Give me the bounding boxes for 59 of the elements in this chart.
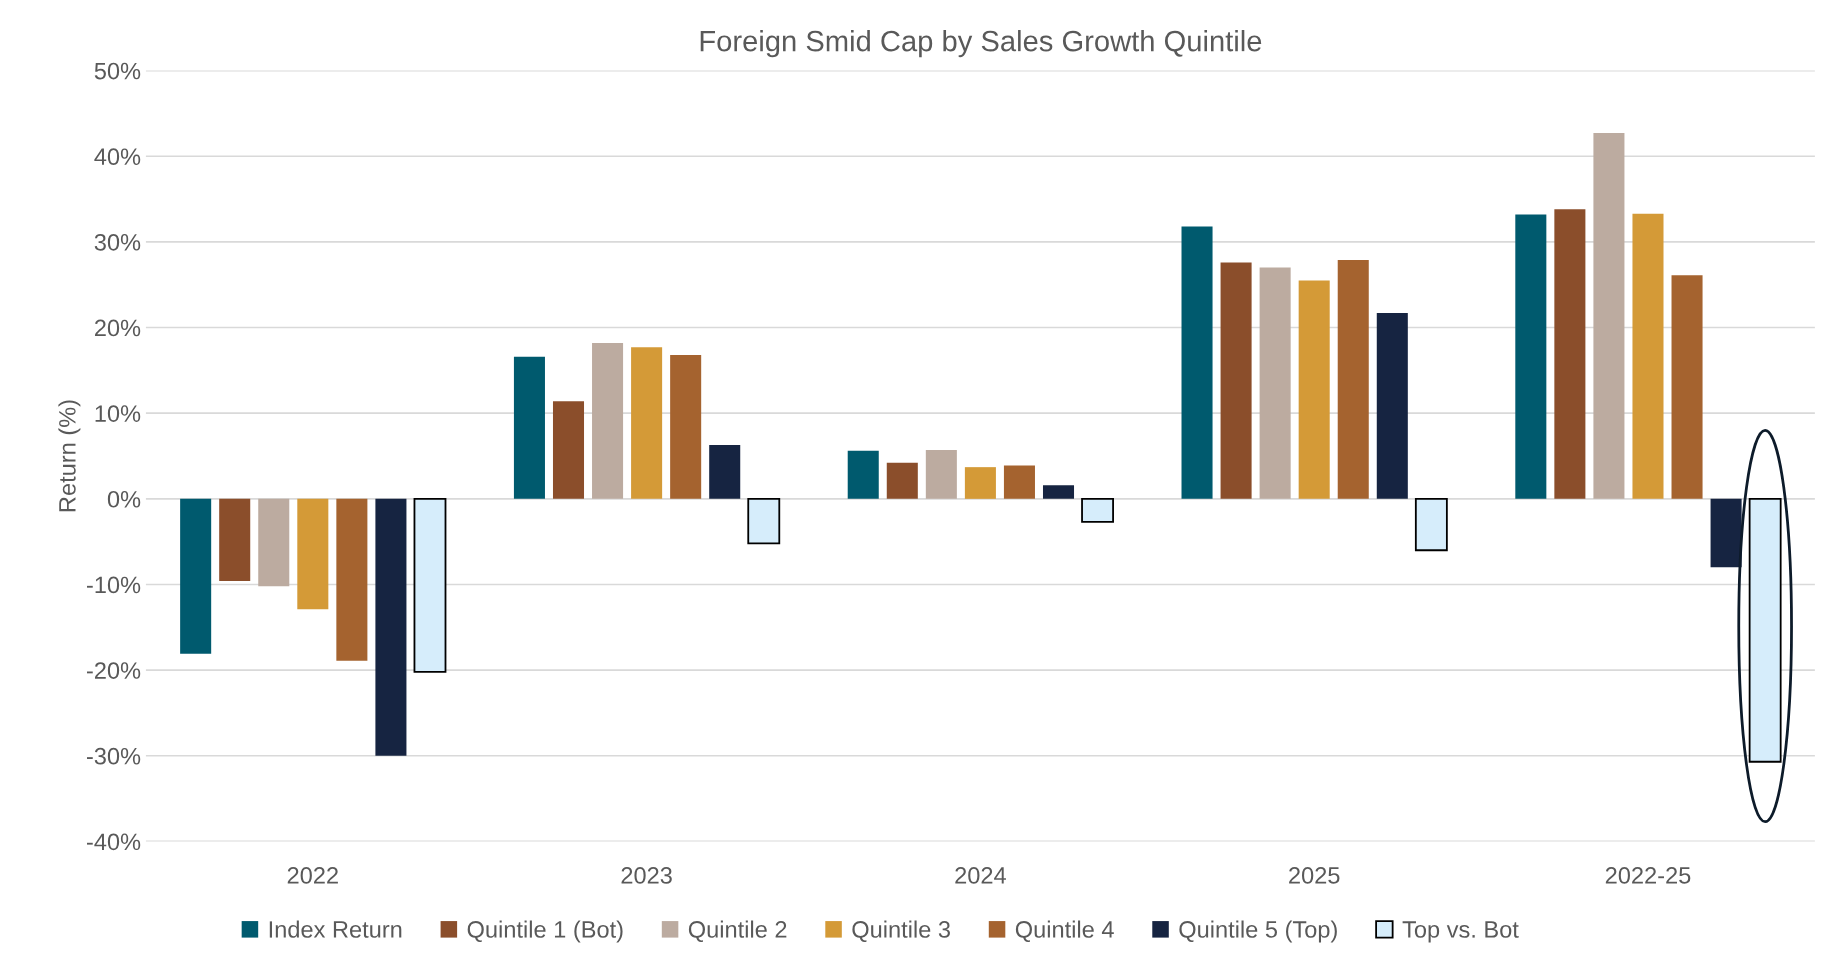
- y-tick-label: 10%: [95, 405, 141, 422]
- bar: [413, 497, 447, 673]
- bar: [1748, 497, 1782, 763]
- bar: [297, 498, 329, 610]
- bar: [847, 450, 879, 499]
- y-tick-label: 0%: [107, 490, 141, 508]
- bar: [1042, 485, 1075, 499]
- bar: [1710, 498, 1742, 568]
- bar: [1632, 213, 1664, 499]
- bar: [1003, 465, 1035, 499]
- bar: [670, 354, 702, 499]
- legend-label: Quintile 1 (Bot): [467, 920, 623, 943]
- x-tick-label: 2022: [287, 867, 338, 884]
- y-tick-label: -20%: [86, 662, 141, 679]
- chart-title: Foreign Smid Cap by Sales Growth Quintile: [700, 30, 1262, 58]
- bar: [1298, 280, 1330, 499]
- bar: [180, 498, 212, 654]
- legend-label: Quintile 5 (Top): [1179, 920, 1337, 943]
- y-tick-label: -30%: [86, 747, 141, 765]
- bar: [258, 498, 290, 587]
- bar: [513, 356, 545, 499]
- bar: [886, 462, 918, 499]
- legend-label: Quintile 2: [688, 920, 787, 943]
- bar: [1554, 209, 1586, 499]
- bar: [1181, 226, 1213, 499]
- y-tick-label: 20%: [94, 319, 141, 337]
- bar: [1414, 497, 1448, 552]
- legend-label: Top vs. Bot: [1402, 921, 1519, 943]
- bar: [336, 498, 368, 661]
- bar: [709, 444, 741, 499]
- bar: [1593, 133, 1625, 499]
- y-tick-label: 40%: [94, 148, 141, 166]
- bar: [375, 498, 407, 756]
- bar: [1081, 497, 1114, 523]
- y-tick-label: -40%: [86, 833, 141, 851]
- y-axis-title: Return (%): [58, 400, 81, 512]
- bar: [552, 401, 585, 499]
- bar: [964, 467, 996, 499]
- x-tick-label: 2023: [621, 867, 672, 884]
- y-tick-label: 30%: [94, 233, 141, 251]
- y-tick-label: -10%: [86, 576, 141, 594]
- bar: [747, 497, 781, 545]
- x-tick-label: 2022-25: [1605, 867, 1691, 884]
- x-tick-label: 2025: [1289, 867, 1340, 884]
- bar: [631, 347, 663, 499]
- bar: [1376, 312, 1408, 499]
- bar: [1220, 262, 1252, 499]
- legend-label: Quintile 4: [1015, 920, 1114, 943]
- legend-label: Quintile 3: [852, 920, 950, 943]
- bar: [1259, 267, 1291, 499]
- bar: [1671, 275, 1703, 499]
- bar: [1337, 259, 1369, 499]
- x-tick-label: 2024: [955, 867, 1006, 884]
- bar: [925, 450, 957, 499]
- bar: [592, 342, 624, 499]
- legend-label: Index Return: [269, 920, 402, 938]
- bar: [219, 498, 251, 582]
- bar: [1515, 214, 1547, 499]
- y-tick-label: 50%: [94, 62, 141, 80]
